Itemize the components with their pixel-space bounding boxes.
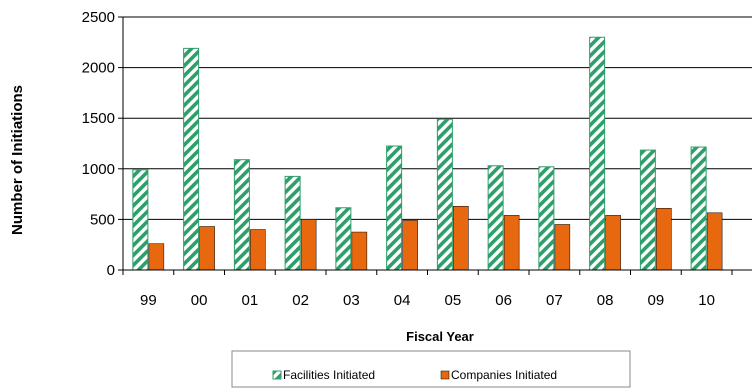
bar-companies-01	[250, 229, 266, 271]
bar-companies-00	[199, 226, 215, 271]
legend-swatch-companies	[440, 370, 450, 380]
x-tick-label: 10	[698, 292, 715, 309]
x-axis-title: Fiscal Year	[406, 329, 474, 344]
y-tick-label: 500	[90, 211, 115, 228]
x-tick-label: 09	[648, 292, 665, 309]
x-tick-label: 06	[495, 292, 512, 309]
bar-companies-08	[605, 215, 621, 271]
x-tick-label: 05	[445, 292, 462, 309]
y-tick-label: 1500	[82, 110, 115, 127]
bar-facilities-06	[487, 165, 504, 271]
bar-companies-03	[351, 231, 368, 271]
bar-companies-02	[300, 219, 317, 271]
bar-companies-09	[656, 208, 672, 271]
bar-facilities-10	[690, 146, 707, 271]
legend-box	[231, 350, 631, 388]
y-tick-label: 0	[107, 262, 115, 279]
bar-facilities-01	[233, 159, 250, 271]
bar-companies-06	[503, 215, 520, 271]
bar-facilities-03	[335, 207, 352, 271]
x-tick-labels: 99 00 01 02 03 04 05 06 07 08 09 10	[140, 292, 715, 309]
x-tick-label: 08	[597, 292, 614, 309]
bar-facilities-04	[386, 145, 403, 271]
bar-companies-99	[148, 243, 165, 271]
x-tick-label: 02	[292, 292, 309, 309]
y-axis-title: Number of Initiations	[9, 85, 26, 235]
bar-facilities-05	[436, 118, 453, 271]
legend-swatch-facilities	[272, 370, 282, 380]
x-tick-label: 00	[191, 292, 208, 309]
bar-facilities-09	[639, 149, 656, 271]
legend: Facilities Initiated Companies Initiated	[231, 350, 631, 388]
bar-facilities-02	[284, 175, 301, 271]
bar-companies-07	[554, 224, 571, 271]
y-tick-label: 2500	[82, 9, 115, 26]
bar-facilities-07	[538, 166, 555, 271]
legend-label-facilities: Facilities Initiated	[283, 368, 375, 382]
x-tick-label: 03	[343, 292, 360, 309]
axes	[122, 17, 752, 275]
bar-companies-04	[402, 220, 418, 271]
legend-label-companies: Companies Initiated	[451, 368, 557, 382]
bars-group	[132, 36, 723, 271]
y-tick-label: 1000	[82, 161, 115, 178]
bar-companies-05	[453, 205, 469, 271]
bar-facilities-99	[132, 169, 149, 271]
bar-facilities-00	[183, 47, 200, 271]
x-tick-label: 07	[546, 292, 563, 309]
bar-facilities-08	[589, 36, 606, 271]
x-tick-label: 99	[140, 292, 157, 309]
x-tick-label: 04	[394, 292, 411, 309]
bar-companies-10	[706, 212, 723, 271]
y-tick-labels: 0 500 1000 1500 2000 2500	[82, 9, 115, 279]
y-tick-label: 2000	[82, 60, 115, 77]
x-tick-label: 01	[242, 292, 259, 309]
